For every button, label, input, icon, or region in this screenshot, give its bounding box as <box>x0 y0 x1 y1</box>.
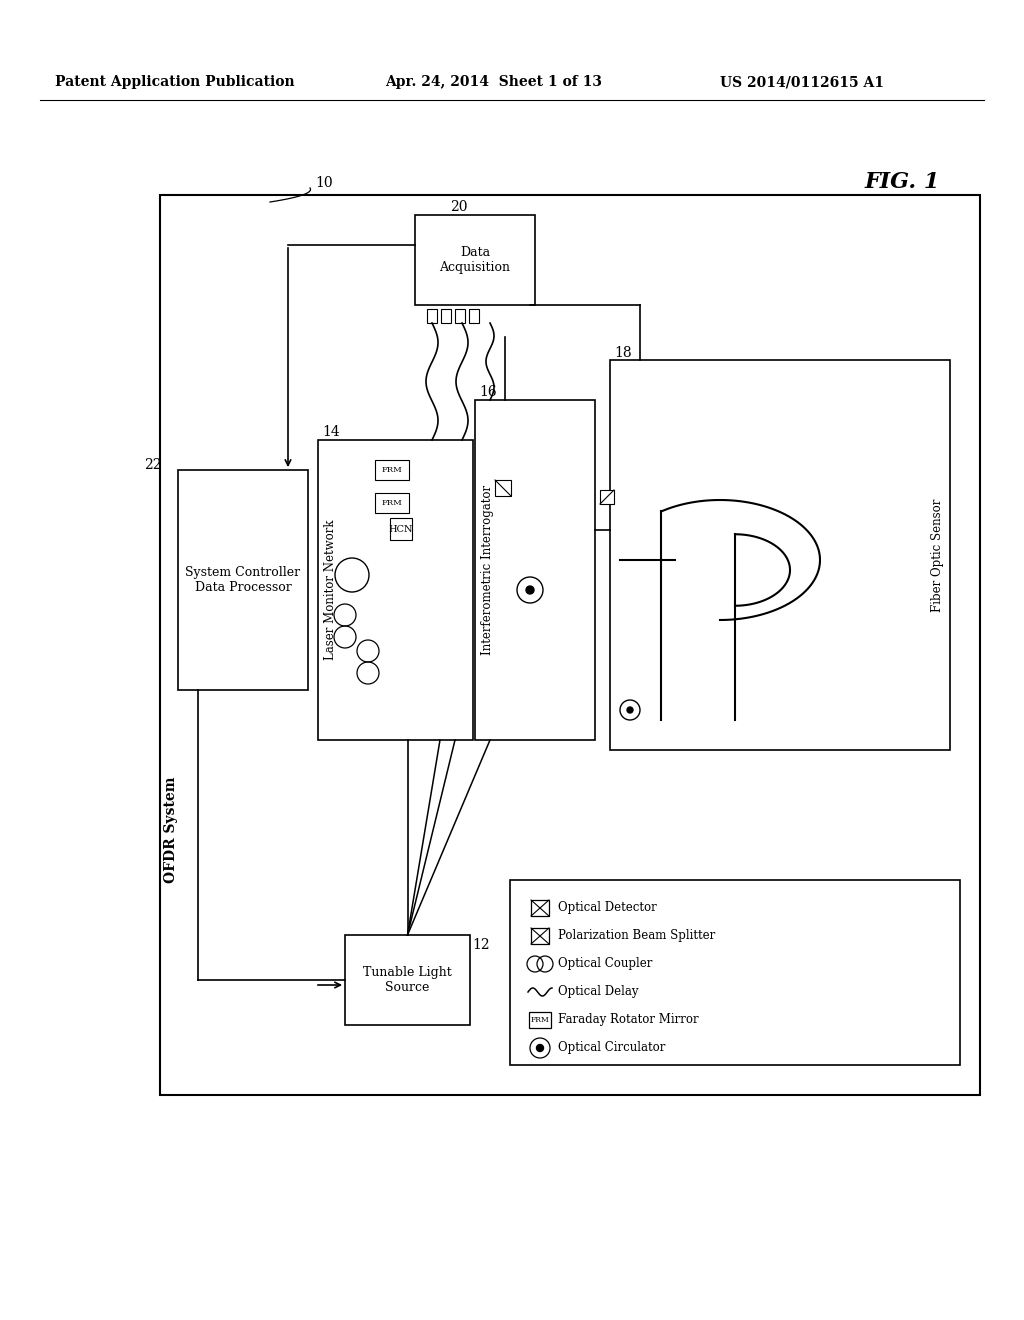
Text: Optical Coupler: Optical Coupler <box>558 957 652 970</box>
Bar <box>475 400 595 741</box>
Text: Interferometric Interrogator: Interferometric Interrogator <box>481 484 495 655</box>
Bar <box>375 492 409 513</box>
Bar <box>318 440 473 741</box>
Circle shape <box>526 586 534 594</box>
Text: Tunable Light
Source: Tunable Light Source <box>364 966 452 994</box>
Text: 22: 22 <box>144 458 162 473</box>
Bar <box>469 309 479 323</box>
Text: FIG. 1: FIG. 1 <box>865 172 940 193</box>
Bar <box>160 195 980 1096</box>
Text: 12: 12 <box>472 939 489 952</box>
Text: Optical Detector: Optical Detector <box>558 902 656 915</box>
Bar <box>495 480 511 496</box>
Bar <box>510 880 961 1065</box>
Text: 16: 16 <box>479 385 497 399</box>
Text: 14: 14 <box>322 425 340 440</box>
Bar <box>531 928 549 944</box>
Text: 10: 10 <box>315 176 333 190</box>
Text: Polarization Beam Splitter: Polarization Beam Splitter <box>558 929 715 942</box>
Bar <box>390 517 412 540</box>
Text: Optical Circulator: Optical Circulator <box>558 1041 666 1055</box>
Bar <box>529 1012 551 1028</box>
Text: FRM: FRM <box>382 466 402 474</box>
Circle shape <box>537 1044 544 1052</box>
Text: HCN: HCN <box>389 524 414 533</box>
Bar <box>178 470 308 690</box>
Bar <box>427 309 437 323</box>
Text: Apr. 24, 2014  Sheet 1 of 13: Apr. 24, 2014 Sheet 1 of 13 <box>385 75 602 88</box>
Bar <box>600 490 614 504</box>
Text: 18: 18 <box>614 346 632 360</box>
Text: FRM: FRM <box>530 1016 549 1024</box>
Text: Optical Delay: Optical Delay <box>558 986 639 998</box>
Bar <box>610 360 950 750</box>
Text: Fiber Optic Sensor: Fiber Optic Sensor <box>932 499 944 611</box>
Text: FRM: FRM <box>382 499 402 507</box>
Bar <box>441 309 451 323</box>
Bar <box>375 459 409 480</box>
Bar <box>531 900 549 916</box>
Bar <box>455 309 465 323</box>
Text: Laser Monitor Network: Laser Monitor Network <box>325 520 338 660</box>
Bar <box>415 215 535 305</box>
Text: OFDR System: OFDR System <box>164 776 178 883</box>
Circle shape <box>627 708 633 713</box>
Text: 20: 20 <box>450 201 468 214</box>
Text: US 2014/0112615 A1: US 2014/0112615 A1 <box>720 75 884 88</box>
Text: Data
Acquisition: Data Acquisition <box>439 246 511 275</box>
Text: System Controller
Data Processor: System Controller Data Processor <box>185 566 301 594</box>
Text: Faraday Rotator Mirror: Faraday Rotator Mirror <box>558 1014 698 1027</box>
Bar <box>345 935 470 1026</box>
Text: Patent Application Publication: Patent Application Publication <box>55 75 295 88</box>
